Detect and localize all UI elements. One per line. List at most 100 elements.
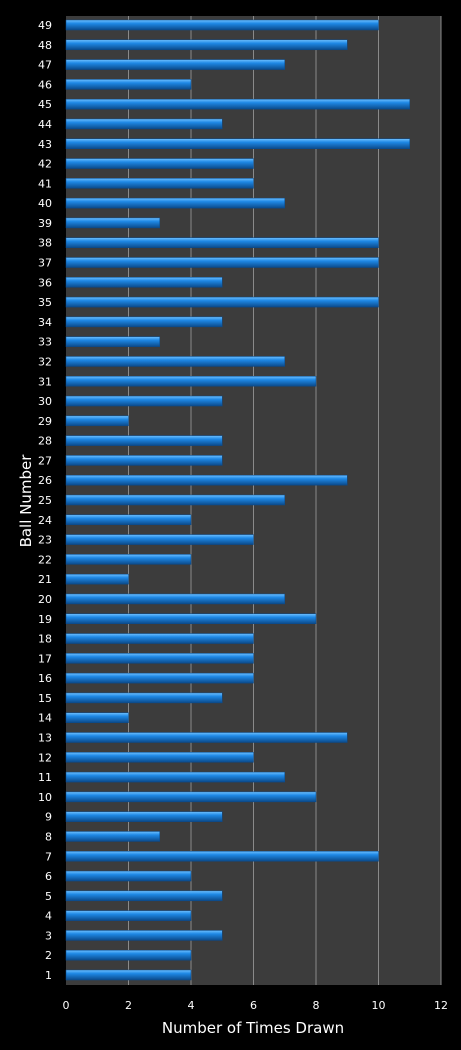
y-tick-label: 31 xyxy=(38,375,52,388)
y-tick-label: 15 xyxy=(38,692,52,705)
y-tick-label: 16 xyxy=(38,672,52,685)
bar-ball-16 xyxy=(65,672,254,684)
bar-ball-45 xyxy=(65,98,410,110)
y-tick-label: 18 xyxy=(38,633,52,646)
bar-ball-26 xyxy=(65,474,348,486)
bar-ball-3 xyxy=(65,930,223,941)
y-tick-label: 21 xyxy=(38,573,52,586)
bars xyxy=(65,19,410,981)
y-tick-label: 23 xyxy=(38,534,52,547)
bar-ball-6 xyxy=(65,870,192,882)
bar-ball-29 xyxy=(65,415,129,427)
y-axis-label: Ball Number xyxy=(17,454,35,548)
bar-ball-24 xyxy=(65,514,192,526)
y-tick-label: 25 xyxy=(38,494,52,507)
bar-ball-43 xyxy=(65,138,410,149)
y-tick-label: 2 xyxy=(45,949,52,962)
bar-ball-1 xyxy=(65,969,192,981)
bar-ball-15 xyxy=(65,692,223,704)
y-tick-labels: 1234567891011121314151617181920212223242… xyxy=(38,19,52,982)
y-tick-label: 5 xyxy=(45,890,52,903)
y-tick-label: 11 xyxy=(38,771,52,784)
y-tick-label: 4 xyxy=(45,910,52,923)
y-tick-label: 6 xyxy=(45,870,52,883)
bar-ball-27 xyxy=(65,455,223,466)
y-tick-label: 49 xyxy=(38,19,52,32)
x-tick-labels: 0 2 4 6 8 10 12 xyxy=(63,999,449,1012)
bar-ball-22 xyxy=(65,554,192,565)
bar-ball-41 xyxy=(65,178,254,189)
y-tick-label: 29 xyxy=(38,415,52,428)
y-tick-label: 42 xyxy=(38,158,52,171)
y-tick-label: 34 xyxy=(38,316,52,329)
y-tick-label: 47 xyxy=(38,59,52,72)
y-tick-label: 32 xyxy=(38,355,52,368)
x-axis-label: Number of Times Drawn xyxy=(162,1019,344,1037)
y-tick-label: 28 xyxy=(38,435,52,448)
y-tick-label: 45 xyxy=(38,98,52,111)
y-tick-label: 35 xyxy=(38,296,52,309)
bar-ball-21 xyxy=(65,573,129,585)
bar-ball-34 xyxy=(65,316,223,328)
y-tick-label: 17 xyxy=(38,652,52,665)
bar-ball-4 xyxy=(65,910,192,921)
y-tick-label: 22 xyxy=(38,553,52,566)
y-tick-label: 41 xyxy=(38,177,52,190)
y-tick-label: 40 xyxy=(38,197,52,210)
bar-ball-9 xyxy=(65,811,223,822)
y-tick-label: 26 xyxy=(38,474,52,487)
y-tick-label: 24 xyxy=(38,514,52,527)
bar-ball-25 xyxy=(65,494,285,506)
bar-ball-17 xyxy=(65,653,254,664)
bar-ball-19 xyxy=(65,613,317,624)
bar-ball-33 xyxy=(65,336,160,347)
x-tick-label: 12 xyxy=(434,999,448,1012)
y-tick-label: 10 xyxy=(38,791,52,804)
bar-ball-31 xyxy=(65,376,317,387)
x-tick-label: 8 xyxy=(313,999,320,1012)
bar-ball-46 xyxy=(65,79,192,90)
y-tick-label: 19 xyxy=(38,613,52,626)
y-tick-label: 48 xyxy=(38,39,52,52)
x-tick-label: 4 xyxy=(188,999,195,1012)
y-tick-label: 36 xyxy=(38,276,52,289)
bar-ball-11 xyxy=(65,771,285,783)
y-tick-label: 30 xyxy=(38,395,52,408)
bar-ball-44 xyxy=(65,118,223,130)
y-tick-label: 20 xyxy=(38,593,52,606)
y-tick-label: 38 xyxy=(38,237,52,250)
bar-ball-20 xyxy=(65,593,285,605)
x-tick-label: 6 xyxy=(250,999,257,1012)
bar-ball-5 xyxy=(65,890,223,902)
y-tick-label: 9 xyxy=(45,811,52,824)
bar-ball-8 xyxy=(65,831,160,842)
bar-ball-48 xyxy=(65,39,348,51)
y-tick-label: 39 xyxy=(38,217,52,230)
bar-ball-23 xyxy=(65,534,254,545)
y-tick-label: 33 xyxy=(38,336,52,349)
bar-ball-42 xyxy=(65,158,254,169)
bar-ball-32 xyxy=(65,356,285,367)
y-tick-label: 12 xyxy=(38,751,52,764)
bar-ball-35 xyxy=(65,296,379,308)
bar-ball-7 xyxy=(65,851,379,862)
bar-ball-49 xyxy=(65,19,379,31)
bar-ball-37 xyxy=(65,257,379,268)
y-tick-label: 37 xyxy=(38,257,52,270)
bar-ball-39 xyxy=(65,217,160,229)
bar-ball-30 xyxy=(65,395,223,407)
bar-ball-18 xyxy=(65,633,254,644)
x-tick-label: 10 xyxy=(372,999,386,1012)
y-tick-label: 13 xyxy=(38,732,52,745)
y-tick-label: 43 xyxy=(38,138,52,151)
bar-ball-14 xyxy=(65,712,129,723)
bar-ball-12 xyxy=(65,752,254,763)
y-tick-label: 8 xyxy=(45,830,52,843)
bar-ball-10 xyxy=(65,791,317,803)
x-tick-label: 2 xyxy=(125,999,132,1012)
bar-ball-13 xyxy=(65,732,348,743)
bar-ball-28 xyxy=(65,435,223,446)
y-tick-label: 3 xyxy=(45,929,52,942)
bar-ball-2 xyxy=(65,949,192,961)
